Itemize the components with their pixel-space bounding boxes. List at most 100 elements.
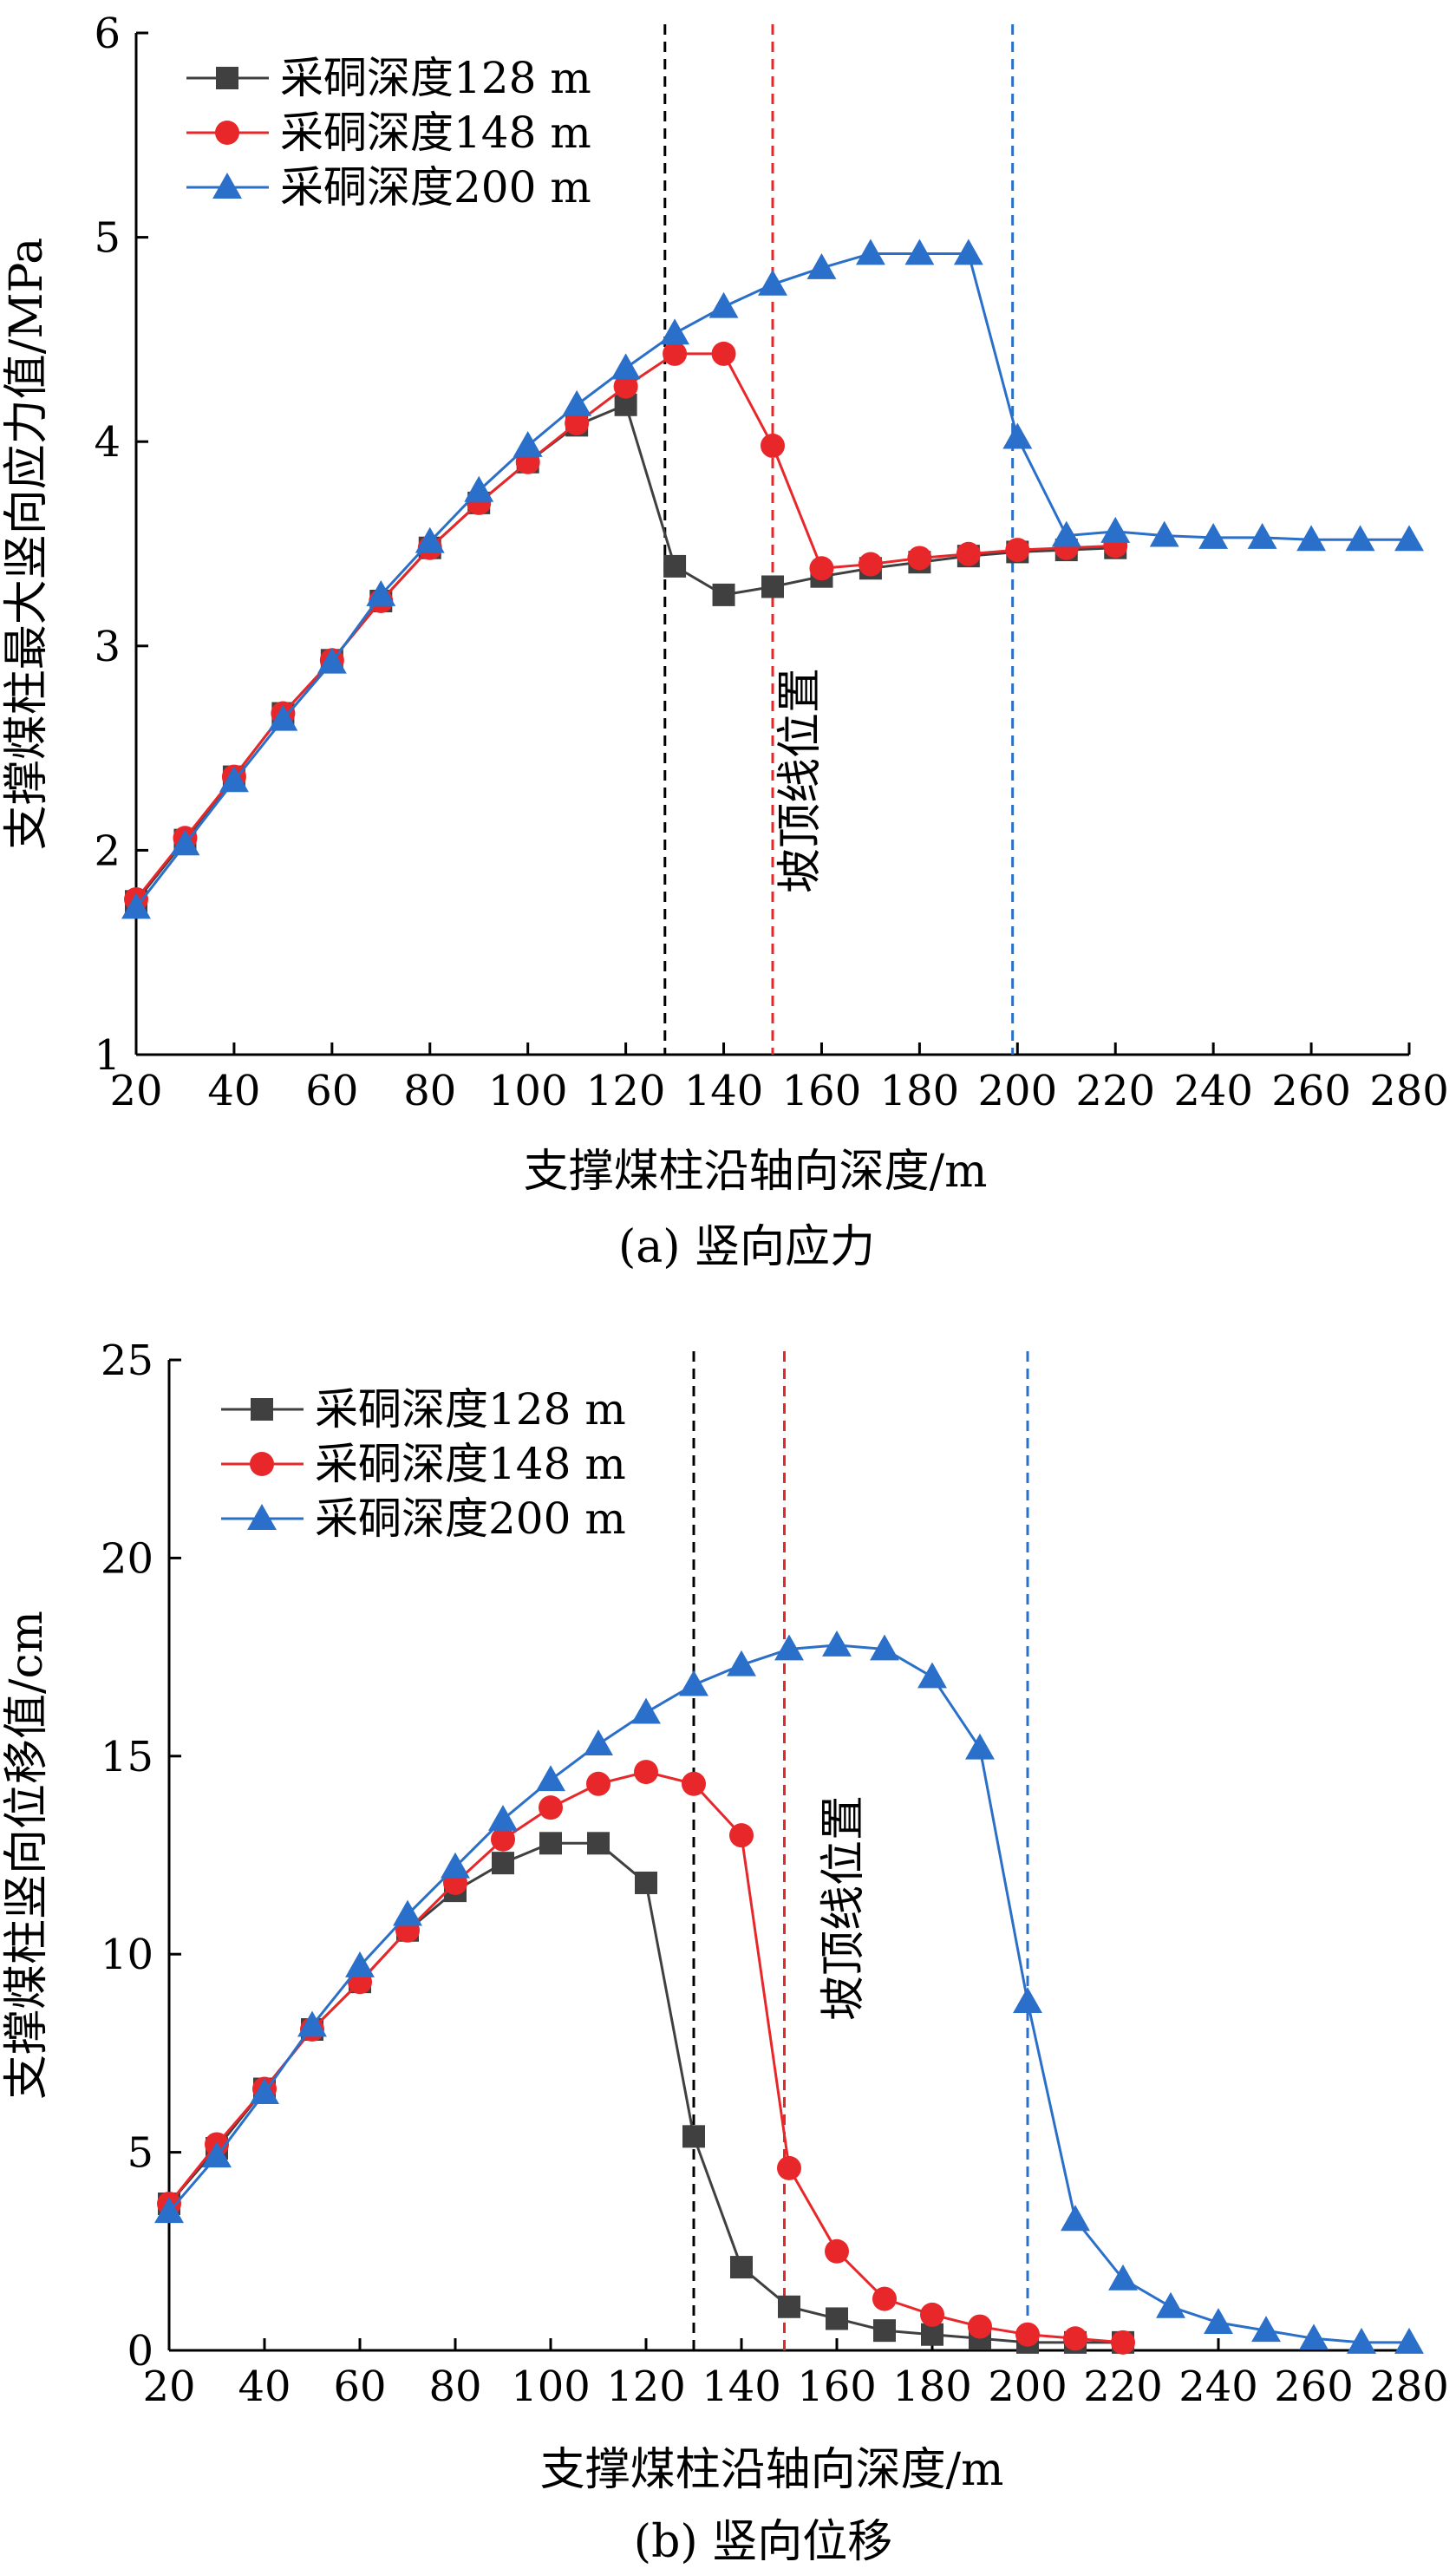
chart-a-x-axis-label: 支撑煤柱沿轴向深度/m: [524, 1146, 988, 1198]
chart-a-annotation: 坡顶线位置: [774, 668, 826, 893]
chart-b-series-0-point: [539, 1832, 562, 1855]
chart-b-series-2-point: [393, 1899, 422, 1926]
chart-b-series-1-point: [539, 1795, 563, 1820]
chart-b-x-tick-label: 40: [238, 2363, 291, 2411]
chart-b-y-axis-label: 支撑煤柱竖向位移值/cm: [1, 1611, 53, 2100]
chart-b-series-1-point: [968, 2314, 992, 2339]
chart-b-series-line-1: [167, 1770, 1124, 2344]
chart-a-series-line-1: [134, 352, 1116, 900]
chart-a-series-0-point: [663, 554, 687, 578]
chart-a-series-2-point: [219, 766, 249, 793]
chart-a-x-tick-label: 280: [1369, 1067, 1449, 1115]
chart-b-legend-marker: [247, 1504, 277, 1530]
chart-a-series-2-point: [855, 239, 885, 265]
chart-b-series-2-point: [536, 1765, 565, 1792]
chart-b-series-2-point: [727, 1650, 756, 1676]
chart-a-series-1-point: [907, 546, 932, 571]
chart-b-series-2-point: [202, 2141, 232, 2168]
chart-b-series-1-point: [920, 2302, 944, 2327]
chart-a-x-tick-label: 100: [488, 1067, 568, 1115]
chart-a-x-tick-label: 200: [977, 1067, 1057, 1115]
chart-a-series-2-point: [1051, 520, 1081, 547]
chart-b-x-axis-label: 支撑煤柱沿轴向深度/m: [540, 2444, 1004, 2496]
chart-b-y-tick-label: 25: [101, 1337, 153, 1385]
chart-b-series-1-point: [872, 2286, 897, 2311]
chart-b-series-1-point: [1015, 2322, 1040, 2347]
chart-a-x-tick-label: 20: [109, 1067, 162, 1115]
chart-b-series-2-point: [1394, 2327, 1424, 2354]
chart-a-x-tick-label: 260: [1271, 1067, 1351, 1115]
chart-a-legend-marker: [215, 121, 239, 145]
chart-b-series-1-point: [729, 1823, 754, 1848]
chart-a-series-2-point: [1345, 525, 1375, 552]
chart-a-y-tick-label: 3: [94, 623, 121, 671]
chart-b-series-0-point: [826, 2307, 848, 2330]
chart-a-series-2-point: [513, 430, 543, 457]
chart-b-series-1-point: [491, 1827, 515, 1852]
chart-b-series-line-0: [167, 1841, 1123, 2344]
chart-a-series-1-point: [956, 541, 981, 566]
chart-b-x-tick-label: 280: [1369, 2363, 1449, 2411]
chart-b-series-2-point: [965, 1733, 995, 1760]
chart-a-series-2-point: [464, 475, 494, 502]
chart-b-series-0-point: [921, 2323, 943, 2346]
chart-a-y-tick-label: 1: [94, 1031, 121, 1080]
chart-b-series-2-point: [870, 1634, 899, 1661]
chart-a-series-2-point: [806, 252, 837, 279]
chart-b-series-2-point: [822, 1630, 852, 1657]
chart-b-y-tick-label: 0: [127, 2327, 153, 2376]
chart-b-series-2-point: [1347, 2327, 1376, 2354]
chart-a-x-tick-label: 160: [782, 1067, 862, 1115]
chart-b-series-1-point: [825, 2238, 849, 2264]
chart-a-series-2-point: [317, 647, 347, 674]
chart-b-legend-label: 采硐深度128 m: [315, 1384, 626, 1435]
chart-a-series-2-point: [562, 389, 592, 416]
chart-vertical-stress: 20 40 60 80 100 120 140 160 180 200 220 240 260 280 1 2…: [1, 10, 1449, 1273]
chart-b-series-line-2: [167, 1644, 1409, 2344]
chart-b-series-2-point: [631, 1697, 661, 1724]
chart-b-series-2-point: [774, 1634, 804, 1661]
chart-a-y-tick-label: 2: [94, 827, 121, 875]
chart-a-series-1-point: [858, 552, 883, 577]
chart-a-legend-label: 采硐深度128 m: [280, 53, 591, 103]
chart-b-series-2-point: [297, 2010, 327, 2037]
chart-b-series-0-point: [778, 2295, 800, 2318]
chart-b-y-tick-label: 20: [101, 1534, 153, 1583]
chart-b-series-2-point: [441, 1852, 470, 1879]
chart-b-series-0-point: [873, 2319, 896, 2343]
chart-b-series-2-point: [1299, 2323, 1329, 2350]
chart-a-series-1-point: [809, 556, 834, 581]
chart-b-series-2-point: [584, 1729, 613, 1756]
chart-a-series-2-point: [121, 892, 151, 919]
chart-b-series-0-point: [682, 2125, 705, 2148]
chart-b-series-0-point: [635, 1871, 657, 1894]
chart-b-y-tick-label: 10: [101, 1931, 153, 1979]
chart-a-x-tick-label: 40: [207, 1067, 260, 1115]
chart-a-series-2-point: [904, 239, 935, 265]
chart-a-series-2-point: [366, 579, 396, 606]
chart-b-series-1-point: [682, 1771, 706, 1796]
chart-b-series-2-point: [1204, 2308, 1233, 2334]
chart-a-y-axis-label: 支撑煤柱最大竖向应力值/MPa: [1, 238, 53, 850]
chart-b-y-tick-label: 15: [101, 1733, 153, 1781]
chart-a-series-2-point: [610, 353, 641, 380]
chart-a-series-2-point: [1100, 516, 1131, 543]
chart-b-x-tick-label: 180: [892, 2363, 972, 2411]
chart-a-x-tick-label: 240: [1173, 1067, 1253, 1115]
chart-b-y-tick-label: 5: [127, 2129, 153, 2178]
chart-a-series-1-point: [663, 341, 688, 366]
chart-b-legend-label: 采硐深度148 m: [315, 1439, 626, 1489]
chart-a-series-2-point: [1149, 520, 1179, 547]
chart-b-legend-marker: [250, 1452, 274, 1476]
chart-a-series-0-point: [761, 575, 784, 598]
chart-a-x-tick-label: 140: [684, 1067, 764, 1115]
chart-b-x-tick-label: 140: [702, 2363, 781, 2411]
chart-b-x-tick-label: 260: [1274, 2363, 1354, 2411]
chart-b-x-tick-label: 60: [333, 2363, 386, 2411]
chart-a-series-0-point: [712, 583, 735, 606]
chart-b-series-1-point: [1111, 2330, 1135, 2355]
chart-a-x-tick-label: 60: [305, 1067, 358, 1115]
chart-a-series-2-point: [1394, 525, 1424, 552]
chart-b-series-2-point: [154, 2197, 184, 2224]
